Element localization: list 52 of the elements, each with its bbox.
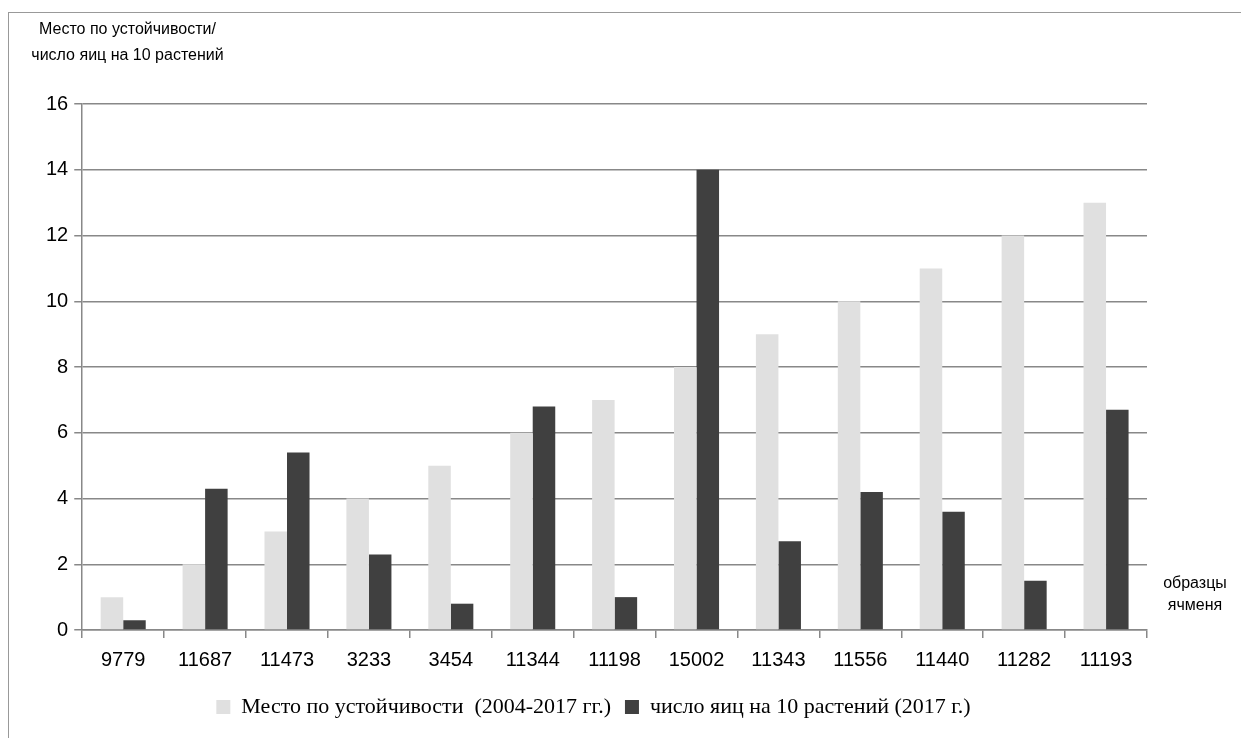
bar <box>450 603 474 630</box>
bar <box>264 531 288 630</box>
bar <box>674 367 697 630</box>
bar <box>919 268 943 630</box>
x-tick-label: 3454 <box>428 647 474 670</box>
x-tick-label: 3233 <box>346 647 392 670</box>
x-tick-label: 11440 <box>915 647 970 670</box>
x-tick-label: 11556 <box>833 647 888 670</box>
y-tick-label: 14 <box>46 157 69 180</box>
y-axis-title: Место по устойчивости/число яиц на 10 растений <box>30 19 225 65</box>
x-tick-label: 9779 <box>100 647 146 670</box>
bar <box>942 511 965 630</box>
bar <box>755 334 779 630</box>
bar <box>1024 580 1047 630</box>
x-tick-label: 11344 <box>505 647 560 670</box>
bar <box>100 597 124 630</box>
bar <box>182 564 206 630</box>
x-tick-label: 11343 <box>751 647 806 670</box>
bar <box>532 406 556 630</box>
x-tick-label: 11473 <box>259 647 315 670</box>
y-tick-label: 10 <box>46 288 69 311</box>
y-tick-label: 4 <box>57 486 69 509</box>
bar <box>368 554 392 630</box>
bar <box>1001 235 1025 630</box>
y-tick-label: 12 <box>46 223 69 246</box>
bar <box>510 432 533 630</box>
bar <box>123 620 146 630</box>
bar <box>778 541 801 630</box>
y-tick-label: 0 <box>57 617 69 640</box>
legend-label: Место по устойчивости (2004-2017 гг.) <box>241 692 611 718</box>
legend-label: число яиц на 10 растений (2017 г.) <box>649 692 971 718</box>
bar <box>287 452 310 630</box>
bar <box>592 399 615 630</box>
bar <box>205 488 228 630</box>
x-tick-label: 11198 <box>588 647 641 670</box>
x-axis-title: образцы ячменя <box>1162 573 1228 615</box>
x-tick-label: 11282 <box>997 647 1052 670</box>
y-tick-label: 8 <box>57 354 69 377</box>
bar <box>1106 409 1129 630</box>
x-tick-label: 11193 <box>1079 647 1133 670</box>
y-tick-label: 2 <box>57 551 69 574</box>
x-tick-label: 15002 <box>668 647 725 670</box>
bar <box>428 465 451 630</box>
bar <box>837 301 861 630</box>
bar <box>614 597 638 630</box>
bar <box>860 491 883 630</box>
x-tick-label: 11687 <box>178 647 233 670</box>
bar <box>1083 202 1107 630</box>
bar <box>346 498 369 630</box>
y-tick-label: 6 <box>57 420 69 443</box>
bar <box>696 169 720 630</box>
y-tick-label: 16 <box>46 91 69 114</box>
